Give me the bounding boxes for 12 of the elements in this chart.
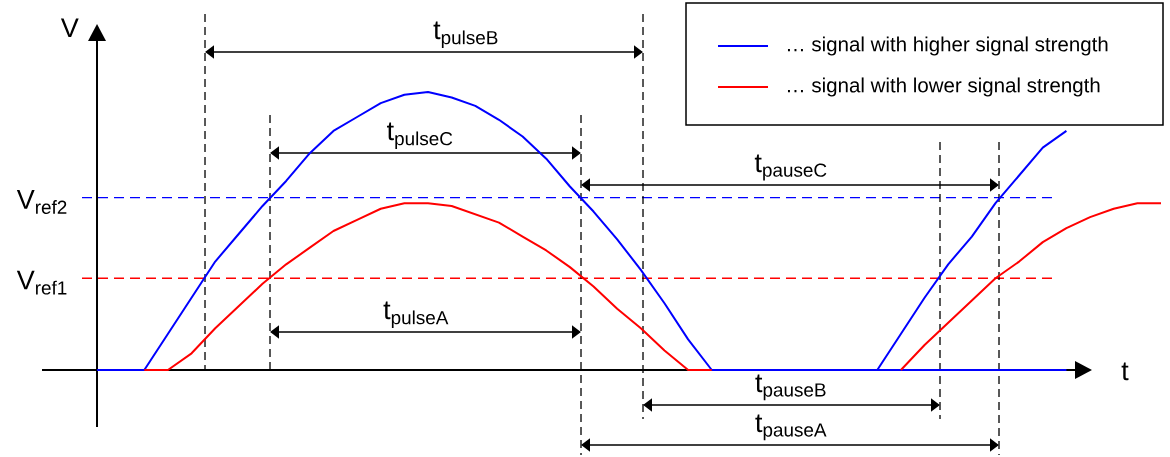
text: t$_{pauseA}$ <box>755 414 827 441</box>
annotation: t$_{pulseA}$ <box>383 301 449 329</box>
annotation: t$_{pauseC}$ <box>754 154 827 181</box>
text: t$_{pauseB}$ <box>755 374 826 401</box>
y-axis-title: V <box>60 18 79 37</box>
ref-line-label: V$_{ref2}$ <box>16 190 67 214</box>
ref-line-label: V$_{ref1}$ <box>16 270 67 295</box>
annotation: t$_{pulseC}$ <box>387 122 453 150</box>
x-axis-title: t <box>1121 362 1129 381</box>
text: t$_{pulseB}$ <box>433 21 498 49</box>
legend-label: … signal with higher signal strength <box>787 36 1108 56</box>
legend-label: … signal with lower signal strength <box>787 77 1100 97</box>
